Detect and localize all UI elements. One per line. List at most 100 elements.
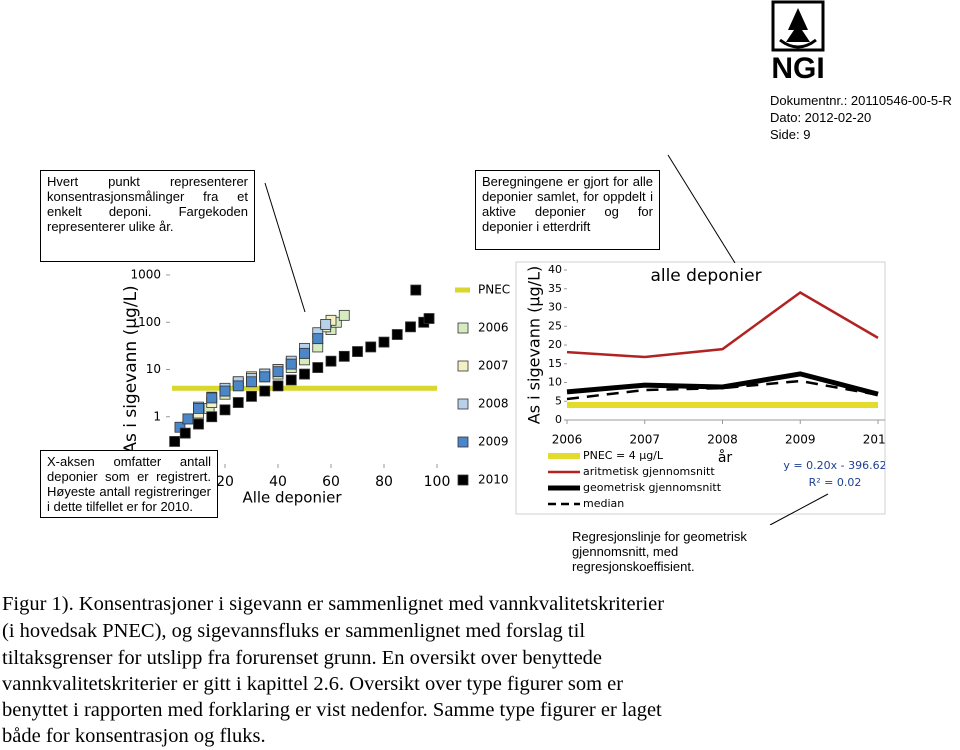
x-tick-label: 2006: [552, 433, 583, 447]
x-tick-label: 2008: [707, 433, 738, 447]
data-point: [405, 321, 416, 333]
callout: X-aksen omfatter antall deponier som er …: [40, 450, 218, 518]
logo-text: NGI: [771, 52, 824, 85]
legend-swatch: [457, 360, 469, 372]
legend-swatch: [457, 398, 469, 410]
data-point: [182, 413, 194, 425]
caption-line: (i hovedsak PNEC), og sigevannsfluks er …: [2, 620, 586, 642]
legend-label: 2008: [478, 397, 509, 411]
data-point: [320, 319, 332, 330]
x-tick-label: 40: [269, 474, 287, 490]
data-point: [169, 436, 181, 447]
x-axis-label: år: [718, 449, 733, 466]
data-point: [410, 284, 422, 296]
data-point: [352, 346, 363, 357]
callout-line: [264, 182, 306, 313]
y-tick-label: 0: [555, 413, 562, 426]
series-line: [566, 379, 879, 401]
data-point: [285, 374, 297, 386]
x-tick-label: 2009: [785, 433, 816, 447]
data-point: [272, 380, 284, 392]
right-chart: As i sigevann (µg/L) 0 5 10 15 20 25 30 35 40 2006…: [525, 263, 894, 510]
data-point: [206, 411, 218, 423]
series-line: [566, 291, 879, 359]
data-point: [299, 368, 310, 380]
x-tick-label: 100: [424, 474, 451, 490]
legend-swatch: [457, 322, 469, 334]
x-axis-label: Alle deponier: [242, 489, 342, 507]
data-point: [325, 355, 337, 367]
y-tick-label: 15: [548, 357, 562, 370]
legend-label: 2009: [478, 435, 509, 449]
y-tick-label: 10: [548, 376, 562, 389]
callout: Regresjonslinje for geometrisk gjennomsn…: [565, 525, 790, 587]
data-point: [338, 350, 350, 362]
x-tick-label: 20: [216, 474, 234, 490]
y-axis-label: As i sigevann (µg/L): [525, 266, 544, 424]
data-point: [338, 309, 350, 321]
legend-label: 2007: [478, 359, 509, 373]
legend-label: PNEC: [478, 283, 510, 297]
y-tick-label: 1: [153, 409, 161, 423]
callout: Hvert punkt representerer konsentrasjons…: [40, 170, 255, 262]
doc-date: Dato: 2012-02-20: [770, 110, 872, 125]
caption-line: vannkvalitetskriterier er gitt i kapitte…: [2, 673, 624, 695]
data-point: [246, 390, 257, 402]
y-tick-label: 30: [548, 301, 562, 314]
legend-label: median: [583, 497, 624, 510]
data-point: [299, 347, 310, 359]
legend-label: 2006: [478, 321, 509, 335]
data-point: [179, 427, 191, 439]
y-tick-label: 35: [548, 282, 562, 295]
data-point: [193, 418, 204, 430]
data-point: [193, 403, 204, 414]
data-point: [378, 336, 390, 348]
regression-equation: y = 0.20x - 396.62: [783, 459, 886, 472]
caption-line: både for konsentrasjon og fluks.: [2, 725, 266, 747]
regression-r2: R² = 0.02: [809, 476, 862, 489]
y-tick-label: 100: [138, 315, 161, 329]
x-tick-label: 60: [322, 474, 340, 490]
doc-number: Dokumentnr.: 20110546-00-5-R: [770, 93, 952, 108]
series-line: [566, 371, 879, 397]
y-tick-label: 5: [555, 394, 562, 407]
data-point: [219, 385, 231, 397]
legend-swatch: [457, 474, 469, 486]
data-point: [219, 404, 231, 416]
data-point: [206, 392, 218, 404]
caption-line: Figur 1). Konsentrasjoner i sigevann er …: [2, 593, 665, 615]
data-point: [272, 366, 284, 378]
data-point: [312, 333, 324, 345]
logo: NGI: [771, 0, 825, 85]
data-point: [365, 341, 377, 353]
legend-label: aritmetisk gjennomsnitt: [583, 465, 715, 478]
y-tick-label: 25: [548, 319, 562, 332]
data-point: [232, 380, 244, 392]
data-point: [391, 329, 403, 340]
y-tick-label: 1000: [130, 268, 161, 282]
legend-label: PNEC = 4 µg/L: [583, 449, 664, 462]
data-point: [246, 376, 257, 388]
data-point: [423, 313, 435, 324]
data-point: [259, 385, 271, 397]
callout-line: [667, 154, 736, 264]
x-tick-label: 2007: [629, 433, 660, 447]
page-number: Side: 9: [770, 127, 811, 142]
callout: Beregningene er gjort for alle deponier …: [475, 170, 660, 250]
legend-swatch: [457, 436, 469, 448]
title-box: [650, 263, 762, 289]
legend-label: 2010: [478, 473, 509, 487]
y-tick-label: 10: [146, 362, 161, 376]
data-point: [232, 397, 244, 408]
y-tick-label: 20: [548, 338, 562, 351]
y-axis-label: As i sigevann (µg/L): [121, 285, 141, 453]
x-tick-label: 80: [375, 474, 393, 490]
callout-line: [769, 493, 829, 526]
y-tick-label: 40: [548, 263, 562, 276]
x-tick-label: 2010: [863, 433, 894, 447]
caption-line: benyttet i rapporten med forklaring er v…: [2, 699, 662, 721]
data-point: [312, 362, 324, 373]
data-point: [259, 371, 271, 383]
